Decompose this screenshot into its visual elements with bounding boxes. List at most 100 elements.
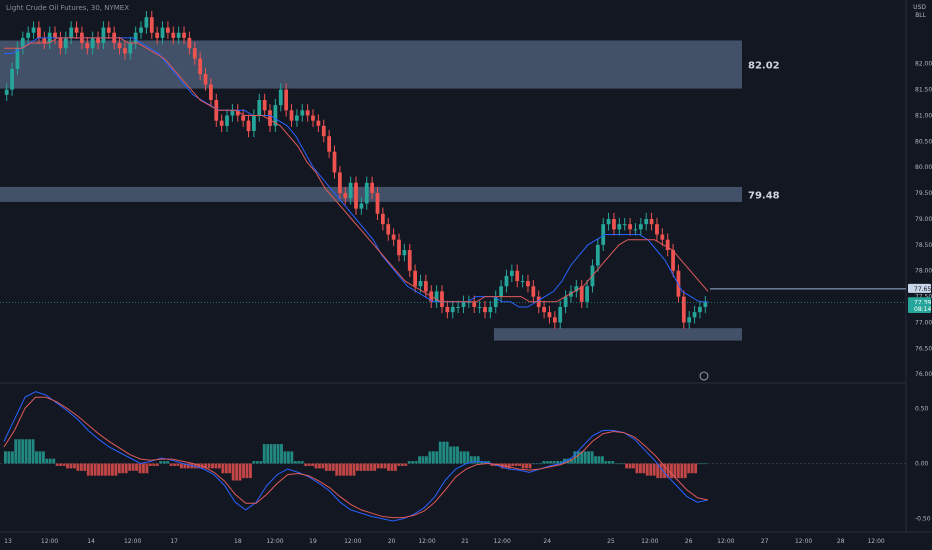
histogram-bar <box>166 461 170 464</box>
candle-body <box>96 37 100 44</box>
candle-body <box>638 224 643 230</box>
candle-body <box>477 306 482 308</box>
histogram-bar <box>645 463 649 476</box>
candle-body <box>53 32 57 38</box>
candle-body <box>402 250 407 256</box>
histogram-bar <box>601 456 604 464</box>
time-tick-label: 12:00 <box>344 538 361 545</box>
candle-body <box>278 89 283 106</box>
time-tick-label: 21 <box>461 538 469 545</box>
histogram-bar <box>207 463 211 469</box>
candle-body <box>176 32 181 38</box>
resistance-zone-0 <box>0 40 742 89</box>
candle-body <box>547 312 552 318</box>
price-tick-label: 79.00 <box>915 216 932 223</box>
candle-body <box>515 270 520 282</box>
histogram-bar <box>414 461 418 464</box>
time-tick-label: 17 <box>170 538 178 545</box>
candle-body <box>37 27 41 38</box>
time-tick-label: 12:00 <box>41 538 58 545</box>
histogram-bar <box>190 463 194 469</box>
histogram-bar <box>148 463 152 466</box>
histogram-bar <box>532 463 535 465</box>
candle-body <box>160 27 165 38</box>
histogram-bar <box>180 463 183 469</box>
histogram-bar <box>397 463 401 466</box>
histogram-bar <box>628 463 632 469</box>
histogram-bar <box>273 444 277 464</box>
histogram-bar <box>687 463 691 474</box>
candle-body <box>31 27 36 33</box>
candle-body <box>407 250 412 271</box>
candle-body <box>311 115 315 121</box>
candle-body <box>434 291 439 302</box>
currency-label: USD BLL <box>913 4 926 20</box>
time-tick-label: 18 <box>234 538 242 545</box>
time-tick-label: 19 <box>309 538 317 545</box>
candle-body <box>612 218 616 230</box>
histogram-bar <box>128 463 132 471</box>
histogram-bar <box>28 439 32 464</box>
price-tick-label: 79.50 <box>915 190 932 197</box>
histogram-bar <box>704 463 708 465</box>
histogram-bar <box>569 458 573 464</box>
price-tag-label: 77.65 <box>914 286 931 293</box>
histogram-bar <box>597 456 601 464</box>
candle-body <box>58 37 63 49</box>
histogram-bar <box>418 456 421 464</box>
histogram-bar <box>331 463 335 471</box>
candle-body <box>155 32 160 38</box>
candle-body <box>182 32 186 38</box>
macd-line <box>3 391 709 522</box>
histogram-bar <box>14 439 18 464</box>
price-tick-label: 78.00 <box>915 268 932 275</box>
candle-body <box>284 89 289 111</box>
histogram-bar <box>614 463 618 465</box>
candle-body <box>445 306 450 313</box>
histogram-bar <box>280 444 283 464</box>
candle-body <box>327 136 332 152</box>
time-tick-label: 13 <box>4 538 12 545</box>
price-tick-label: 80.00 <box>915 164 932 171</box>
histogram-bar <box>431 451 435 464</box>
histogram-bar <box>183 463 187 469</box>
histogram-bar <box>352 463 356 476</box>
candle-body <box>101 27 106 44</box>
histogram-bar <box>680 463 684 479</box>
histogram-bar <box>380 463 384 469</box>
histogram-bar <box>445 441 449 464</box>
chart-title: Light Crude Oil Futures, 30, NYMEX <box>6 4 130 12</box>
histogram-bar <box>169 463 173 466</box>
histogram-bar <box>635 463 639 474</box>
candle-body <box>386 224 391 235</box>
histogram-bar <box>266 444 270 464</box>
candle-body <box>509 270 514 276</box>
zone-label: 79.48 <box>748 190 780 201</box>
price-tick-label: 77.00 <box>915 319 932 326</box>
candle-body <box>42 37 47 44</box>
candle-body <box>117 43 122 49</box>
histogram-bar <box>335 463 339 476</box>
histogram-bar <box>117 463 121 474</box>
candle-body <box>364 182 369 204</box>
candle-body <box>149 17 154 33</box>
zone-label: 82.02 <box>748 61 780 72</box>
histogram-bar <box>318 463 321 469</box>
histogram-bar <box>235 463 239 481</box>
histogram-bar <box>511 463 515 466</box>
candle-body <box>106 27 111 33</box>
histogram-bar <box>663 463 666 479</box>
histogram-bar <box>407 461 411 464</box>
histogram-bar <box>100 463 104 476</box>
histogram-bar <box>231 463 235 481</box>
histogram-bar <box>162 461 166 464</box>
candle-body <box>542 306 546 313</box>
candle-body <box>440 291 444 307</box>
candle-body <box>90 37 95 49</box>
candle-body <box>203 74 208 85</box>
candle-body <box>472 301 477 307</box>
candle-body <box>456 306 460 308</box>
candle-body <box>617 224 622 230</box>
